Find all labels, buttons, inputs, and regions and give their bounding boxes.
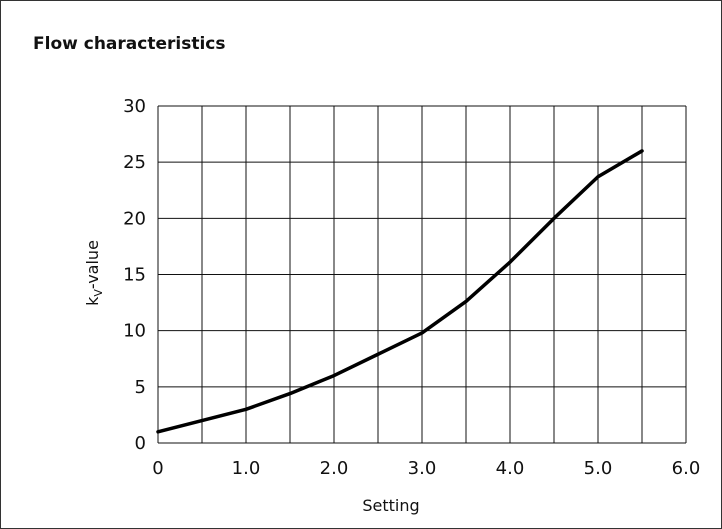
series-group — [156, 149, 644, 434]
data-point-0-9 — [552, 216, 556, 220]
x-tick-label-2: 2.0 — [320, 458, 349, 479]
data-point-0-10 — [596, 175, 600, 179]
data-point-0-5 — [376, 352, 380, 356]
y-tick-label-2: 10 — [123, 321, 146, 342]
x-tick-label-1: 1.0 — [232, 458, 261, 479]
x-axis-label: Setting — [362, 496, 419, 515]
x-tick-label-5: 5.0 — [584, 458, 613, 479]
data-point-0-11 — [640, 149, 644, 153]
y-axis-label: kV-value — [83, 240, 105, 306]
tick-labels: 0 1.0 2.0 3.0 4.0 5.0 6.0 0 5 10 15 20 25 30 — [123, 96, 700, 479]
grid — [157, 105, 687, 444]
data-point-0-0 — [156, 430, 160, 434]
y-axis-label-rest: -value — [83, 240, 102, 289]
x-tick-label-6: 6.0 — [672, 458, 701, 479]
data-point-0-6 — [420, 331, 424, 335]
y-tick-label-6: 30 — [123, 96, 146, 117]
data-point-0-2 — [244, 407, 248, 411]
data-point-0-7 — [464, 299, 468, 303]
series-line-0 — [156, 149, 644, 434]
x-tick-label-0: 0 — [152, 458, 163, 479]
y-tick-label-5: 25 — [123, 152, 146, 173]
y-tick-label-3: 15 — [123, 265, 146, 286]
y-axis-label-main: k — [83, 296, 102, 306]
y-tick-label-4: 20 — [123, 208, 146, 229]
y-tick-label-0: 0 — [135, 433, 146, 454]
data-point-0-4 — [332, 374, 336, 378]
y-axis-label-sub: V — [92, 289, 105, 297]
x-tick-label-4: 4.0 — [496, 458, 525, 479]
chart-title: Flow characteristics — [33, 34, 226, 54]
data-point-0-8 — [508, 260, 512, 264]
y-tick-label-1: 5 — [135, 377, 146, 398]
data-point-0-3 — [288, 392, 292, 396]
data-point-0-1 — [200, 419, 204, 423]
x-tick-label-3: 3.0 — [408, 458, 437, 479]
